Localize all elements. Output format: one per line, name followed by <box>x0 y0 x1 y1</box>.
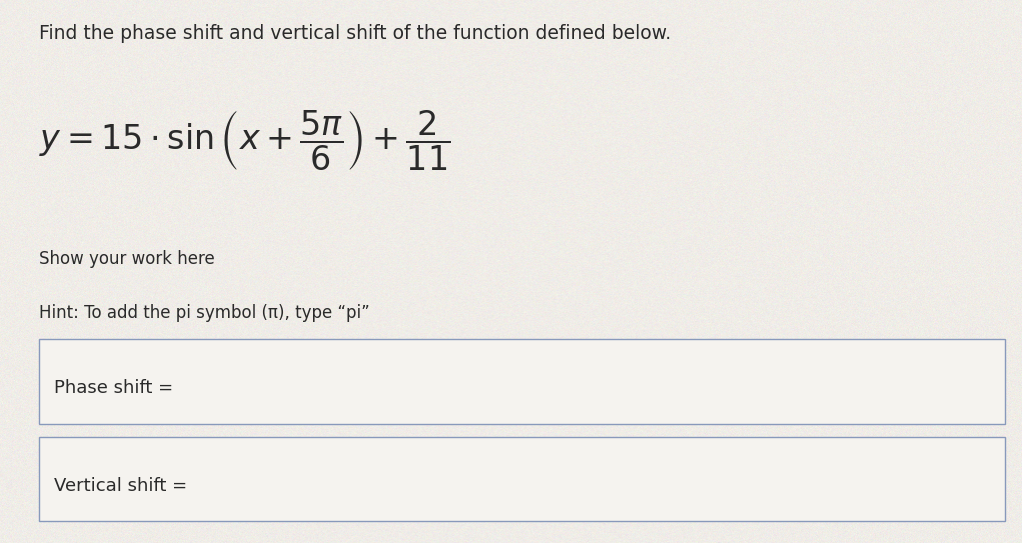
Text: Vertical shift =: Vertical shift = <box>54 477 187 495</box>
FancyBboxPatch shape <box>39 437 1005 521</box>
Text: Show your work here: Show your work here <box>39 250 215 268</box>
Text: $y = 15 \cdot \sin \left(x + \dfrac{5\pi}{6}\right) + \dfrac{2}{11}$: $y = 15 \cdot \sin \left(x + \dfrac{5\pi… <box>39 109 451 173</box>
Text: Hint: To add the pi symbol (π), type “pi”: Hint: To add the pi symbol (π), type “pi… <box>39 304 370 322</box>
Text: Find the phase shift and vertical shift of the function defined below.: Find the phase shift and vertical shift … <box>39 24 671 43</box>
FancyBboxPatch shape <box>39 339 1005 424</box>
Text: Phase shift =: Phase shift = <box>54 379 174 397</box>
